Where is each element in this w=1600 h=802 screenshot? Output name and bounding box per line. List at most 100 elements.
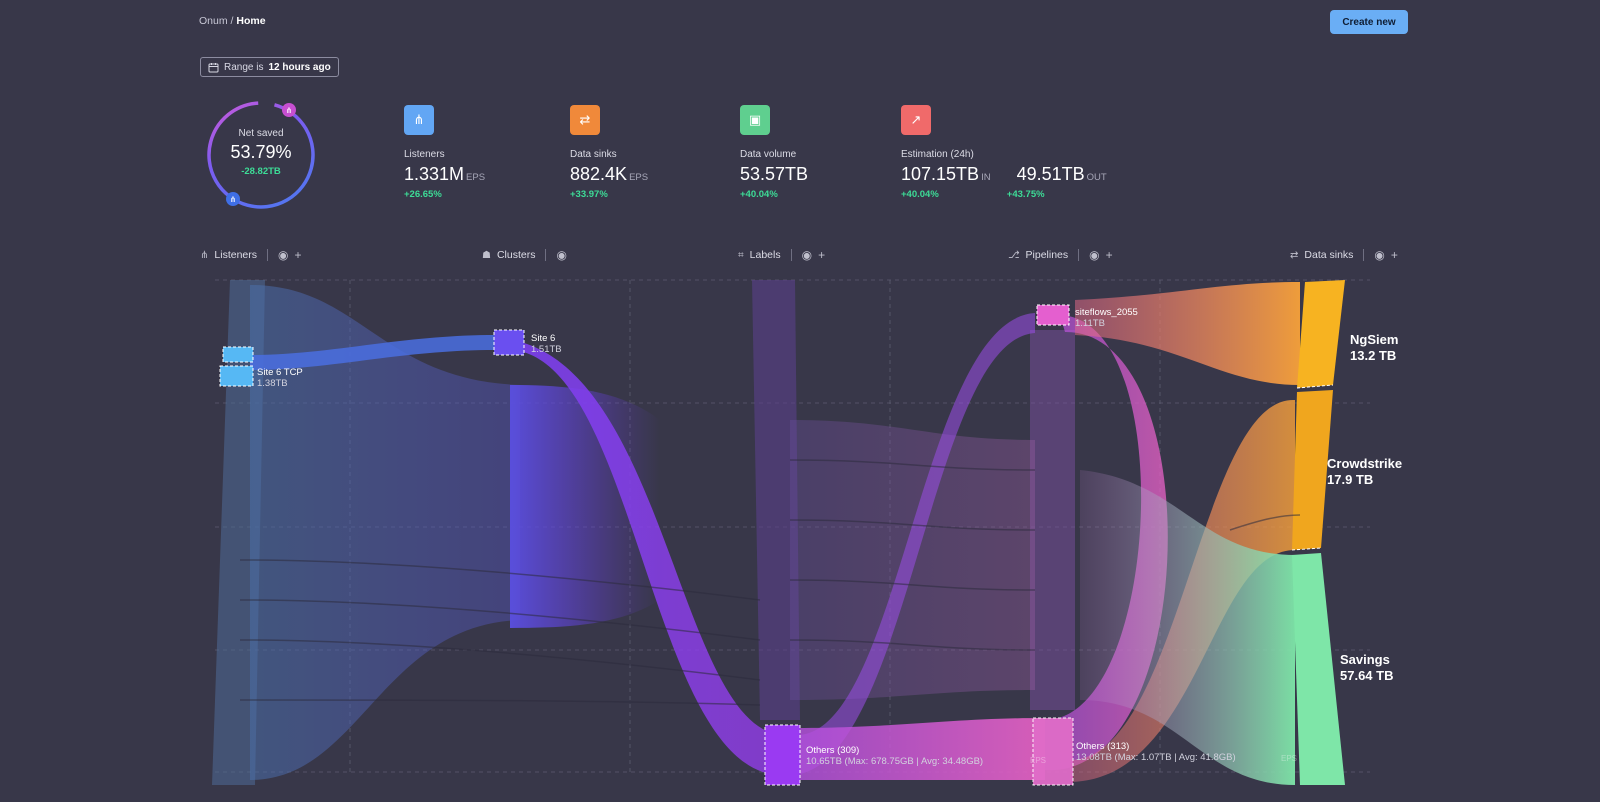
eps-watermark: EPS xyxy=(1281,754,1297,763)
stat-label: Listeners xyxy=(404,149,445,160)
arrows-icon: ⇄ xyxy=(1290,249,1299,261)
range-selector[interactable]: Range is 12 hours ago xyxy=(200,57,339,77)
sink-bar-ngsiem xyxy=(1297,280,1345,388)
flow-diagram: EPS EPS xyxy=(212,279,1370,786)
breadcrumb-root[interactable]: Onum xyxy=(199,15,228,27)
sink-dividers xyxy=(1291,384,1334,551)
node-label-site6[interactable]: Site 6 1.51TB xyxy=(531,333,562,355)
node-label-others309[interactable]: Others (309) 10.65TB (Max: 678.75GB | Av… xyxy=(806,745,983,767)
breadcrumb-current: Home xyxy=(236,15,266,27)
stat-value: 53.57TB xyxy=(740,164,809,184)
stat-out-unit: OUT xyxy=(1086,172,1107,183)
stat-estimation: ↗ Estimation (24h) 107.15TB IN 49.51TB OUT… xyxy=(901,105,1107,200)
plus-icon[interactable]: + xyxy=(1105,248,1113,262)
net-saved: Net saved 53.79% -28.82TB xyxy=(203,128,319,177)
hierarchy-icon: ⋔ xyxy=(404,105,434,135)
node-name: Site 6 xyxy=(531,333,556,344)
eye-icon[interactable]: ◉ xyxy=(1089,248,1100,262)
cluster-icon: ☗ xyxy=(482,249,491,261)
flow-hairlines xyxy=(239,459,1301,706)
flow-pipelines-crowdstrike xyxy=(1070,399,1295,782)
tag-icon: ⌗ xyxy=(738,249,744,261)
pipeline-icon: ⎇ xyxy=(1008,249,1020,261)
node-siteflows xyxy=(1036,304,1070,326)
sink-size: 57.64 TB xyxy=(1340,668,1394,683)
stat-data-volume: ▣ Data volume 53.57TB +40.04% xyxy=(740,105,808,200)
stat-delta: +26.65% xyxy=(404,189,442,200)
node-label-siteflows[interactable]: siteflows_2055 1.11TB xyxy=(1075,307,1138,329)
column-title: Pipelines xyxy=(1025,249,1069,261)
svg-text:⋔: ⋔ xyxy=(230,195,237,204)
net-saved-delta: -28.82TB xyxy=(241,166,281,177)
stat-listeners: ⋔ Listeners 1.331M EPS +26.65% xyxy=(404,105,485,200)
sink-name: Crowdstrike xyxy=(1327,456,1403,471)
flow-others309-siteflows xyxy=(795,313,1035,775)
flow-site6-others309 xyxy=(512,340,790,776)
node-site6tcp xyxy=(219,365,254,387)
column-title: Clusters xyxy=(496,249,536,261)
node-site6tcp-top xyxy=(222,346,254,363)
column-title: Labels xyxy=(749,249,781,261)
node-size: 1.51TB xyxy=(531,344,562,355)
gauge-bottom-marker-icon xyxy=(226,192,240,206)
range-prefix: Range is xyxy=(224,61,264,73)
node-others309 xyxy=(764,724,801,786)
sink-bar-crowdstrike xyxy=(1292,390,1333,550)
sink-name: NgSiem xyxy=(1350,332,1399,347)
hierarchy-icon: ⋔ xyxy=(200,249,209,261)
node-site6 xyxy=(493,329,525,356)
flow-others309-others313 xyxy=(790,718,1045,780)
stat-label: Data sinks xyxy=(570,149,617,160)
node-size: 10.65TB (Max: 678.75GB | Avg: 34.48GB) xyxy=(806,756,984,767)
node-label-site6tcp[interactable]: Site 6 TCP 1.38TB xyxy=(257,367,303,389)
create-new-button[interactable]: Create new xyxy=(1330,10,1408,34)
node-size: 1.38TB xyxy=(257,378,288,389)
stat-unit: EPS xyxy=(466,172,486,183)
net-saved-gauge: ⋔ ⋔ xyxy=(207,101,315,209)
stat-in-delta: +40.04% xyxy=(901,189,939,200)
stat-in-value: 107.15TB xyxy=(901,164,980,184)
stat-in-unit: IN xyxy=(981,172,991,183)
database-icon: ▣ xyxy=(740,105,770,135)
column-header-listeners: ⋔ Listeners ◉ + xyxy=(200,249,302,261)
stat-delta: +33.97% xyxy=(570,189,608,200)
column-header-labels: ⌗ Labels ◉ + xyxy=(738,249,825,261)
stat-value: 882.4K xyxy=(570,164,628,184)
node-size: 1.11TB xyxy=(1075,318,1105,329)
gauge-top-marker-icon xyxy=(282,103,296,117)
column-title: Data sinks xyxy=(1304,249,1354,261)
sink-name: Savings xyxy=(1340,652,1390,667)
stat-value: 1.331M xyxy=(404,164,465,184)
column-header-clusters: ☗ Clusters ◉ xyxy=(482,249,567,261)
sink-label-savings[interactable]: Savings 57.64 TB xyxy=(1340,652,1393,684)
node-name: siteflows_2055 xyxy=(1075,307,1138,318)
sink-label-crowdstrike[interactable]: Crowdstrike 17.9 TB xyxy=(1327,456,1402,488)
column-header-data-sinks: ⇄ Data sinks ◉ + xyxy=(1290,249,1398,261)
flow-site6tcp-site6 xyxy=(250,335,495,370)
breadcrumb: Onum / Home xyxy=(199,15,266,27)
sink-bar-savings xyxy=(1292,553,1345,785)
stat-out-value: 49.51TB xyxy=(1016,164,1085,184)
column-header-pipelines: ⎇ Pipelines ◉ + xyxy=(1008,249,1113,261)
node-name: Site 6 TCP xyxy=(257,367,303,378)
svg-text:⋔: ⋔ xyxy=(286,106,293,115)
eye-icon[interactable]: ◉ xyxy=(1374,248,1385,262)
eye-icon[interactable]: ◉ xyxy=(278,248,289,262)
plus-icon[interactable]: + xyxy=(1390,248,1398,262)
node-name: Others (309) xyxy=(806,745,860,756)
stat-data-sinks: ⇄ Data sinks 882.4K EPS +33.97% xyxy=(570,105,648,200)
node-size: 13.08TB (Max: 1.07TB | Avg: 41.8GB) xyxy=(1076,752,1236,763)
sink-label-ngsiem[interactable]: NgSiem 13.2 TB xyxy=(1350,332,1398,364)
flow-pipelines-ngsiem xyxy=(1075,282,1300,385)
plus-icon[interactable]: + xyxy=(818,248,826,262)
plus-icon[interactable]: + xyxy=(294,248,302,262)
calendar-icon xyxy=(208,62,219,72)
eye-icon[interactable]: ◉ xyxy=(556,248,567,262)
arrows-icon: ⇄ xyxy=(570,105,600,135)
eps-watermark: EPS xyxy=(1030,756,1046,765)
eye-icon[interactable]: ◉ xyxy=(801,248,813,262)
stat-unit: EPS xyxy=(629,172,649,183)
node-label-others313[interactable]: Others (313) 13.08TB (Max: 1.07TB | Avg:… xyxy=(1076,741,1236,763)
range-value: 12 hours ago xyxy=(268,61,331,73)
sink-size: 13.2 TB xyxy=(1350,348,1397,363)
